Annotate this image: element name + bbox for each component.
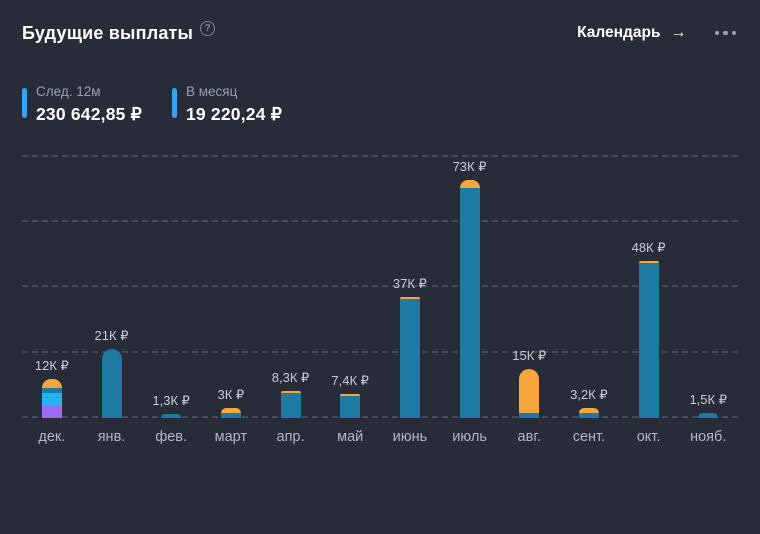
bar-segment — [220, 412, 241, 418]
bar-segment — [698, 412, 719, 418]
bar-value-label: 73К ₽ — [452, 158, 487, 174]
bar-авг.[interactable] — [519, 368, 540, 418]
bar-column: 37К ₽ — [380, 157, 440, 418]
bar-segment — [459, 188, 480, 418]
bar-column: 3К ₽ — [201, 157, 261, 418]
bar-segment — [41, 378, 62, 388]
bar-value-label: 37К ₽ — [392, 275, 427, 291]
bar-сент.[interactable] — [578, 407, 599, 418]
month-label: дек. — [38, 428, 66, 445]
summary-stats: След. 12м 230 642,85 ₽ В месяц 19 220,24… — [22, 84, 738, 125]
month-label: янв. — [97, 428, 126, 445]
bar-value-label: 1,5К ₽ — [689, 391, 727, 407]
gridline — [22, 415, 738, 418]
bar-нояб.[interactable] — [698, 412, 719, 418]
month-label: сент. — [572, 428, 606, 445]
bar-segment — [280, 390, 301, 393]
help-icon[interactable]: ? — [200, 20, 216, 36]
bar-segment — [578, 412, 599, 418]
bar-segment — [161, 413, 182, 418]
arrow-right-icon: → — [670, 24, 687, 41]
bar-дек.[interactable] — [41, 378, 62, 418]
bar-value-label: 7,4К ₽ — [331, 372, 369, 388]
gridline — [22, 350, 738, 353]
month-label: окт. — [636, 428, 661, 445]
bar-value-label: 12К ₽ — [34, 357, 69, 373]
month-label: фев. — [155, 428, 188, 445]
bar-column: 21К ₽ — [82, 157, 142, 418]
bar-value-label: 1,3К ₽ — [152, 392, 190, 408]
bar-column: 7,4К ₽ — [320, 157, 380, 418]
calendar-link-label: Календарь — [577, 24, 661, 41]
month-label: авг. — [517, 428, 541, 445]
stat-label: След. 12м — [36, 84, 101, 99]
header: Будущие выплаты ? Календарь → — [22, 18, 738, 48]
ellipsis-icon — [731, 30, 736, 36]
gridline — [22, 154, 738, 157]
month-label: апр. — [276, 428, 305, 445]
bar-column: 1,3К ₽ — [141, 157, 201, 418]
bar-segment — [340, 393, 361, 396]
stat-per-month: В месяц 19 220,24 ₽ — [171, 84, 283, 125]
bar-окт.[interactable] — [638, 260, 659, 418]
month-label: нояб. — [690, 428, 727, 445]
bar-май[interactable] — [340, 393, 361, 418]
bar-segment — [399, 296, 420, 299]
stat-value: 230 642,85 ₽ — [36, 103, 142, 124]
bar-март[interactable] — [220, 407, 241, 418]
bar-segment — [399, 298, 420, 418]
bar-column: 1,5К ₽ — [678, 157, 738, 418]
month-label: июнь — [392, 428, 428, 445]
stat-value: 19 220,24 ₽ — [185, 103, 283, 124]
bar-segment — [638, 260, 659, 263]
bar-segment — [41, 392, 62, 406]
bar-segment — [459, 179, 480, 189]
payments-chart: 12К ₽ 21К ₽ 1,3К ₽ 3К ₽ 8,3К ₽ 7,4К ₽ 37К ₽ 73К… — [22, 154, 738, 445]
calendar-link[interactable]: Календарь → — [577, 24, 686, 42]
ellipsis-icon — [714, 30, 719, 36]
month-label: март — [214, 428, 248, 445]
ellipsis-icon — [723, 30, 728, 36]
bar-segment — [340, 395, 361, 418]
bar-segment — [519, 412, 540, 418]
bar-segment — [280, 392, 301, 418]
bar-column: 12К ₽ — [22, 157, 82, 418]
bar-segment — [41, 405, 62, 418]
bar-segment — [41, 387, 62, 393]
bar-июнь[interactable] — [399, 296, 420, 418]
bar-column: 73К ₽ — [440, 157, 500, 418]
bar-value-label: 15К ₽ — [512, 347, 547, 363]
gridline — [22, 285, 738, 288]
bar-июль[interactable] — [459, 179, 480, 418]
page-title: Будущие выплаты — [22, 22, 194, 43]
bar-янв.[interactable] — [101, 348, 122, 418]
month-label: июль — [452, 428, 487, 445]
bar-column: 15К ₽ — [499, 157, 559, 418]
month-label: май — [337, 428, 364, 445]
bar-segment — [101, 348, 122, 418]
bar-апр.[interactable] — [280, 390, 301, 418]
bar-segment — [578, 407, 599, 413]
stat-marker — [171, 88, 177, 118]
plot-area: 12К ₽ 21К ₽ 1,3К ₽ 3К ₽ 8,3К ₽ 7,4К ₽ 37К ₽ 73К… — [22, 154, 738, 418]
bar-value-label: 8,3К ₽ — [271, 369, 310, 385]
bar-segment — [220, 407, 241, 413]
bar-segment — [638, 262, 659, 418]
bar-column: 48К ₽ — [619, 157, 679, 418]
bar-value-label: 21К ₽ — [94, 327, 129, 343]
bar-segment — [519, 368, 540, 413]
bar-column: 3,2К ₽ — [559, 157, 619, 418]
bar-column: 8,3К ₽ — [261, 157, 321, 418]
more-menu-button[interactable] — [713, 25, 739, 42]
gridline — [22, 220, 738, 223]
bar-фев.[interactable] — [161, 413, 182, 418]
stat-next-12m: След. 12м 230 642,85 ₽ — [22, 84, 142, 125]
bar-value-label: 3,2К ₽ — [570, 386, 608, 402]
stat-marker — [22, 88, 27, 118]
months-row: дек. янв. фев. март апр. май июнь июль авг. сент.… — [22, 429, 738, 445]
bar-value-label: 48К ₽ — [631, 239, 666, 255]
stat-label: В месяц — [185, 84, 238, 99]
bar-value-label: 3К ₽ — [217, 386, 245, 402]
